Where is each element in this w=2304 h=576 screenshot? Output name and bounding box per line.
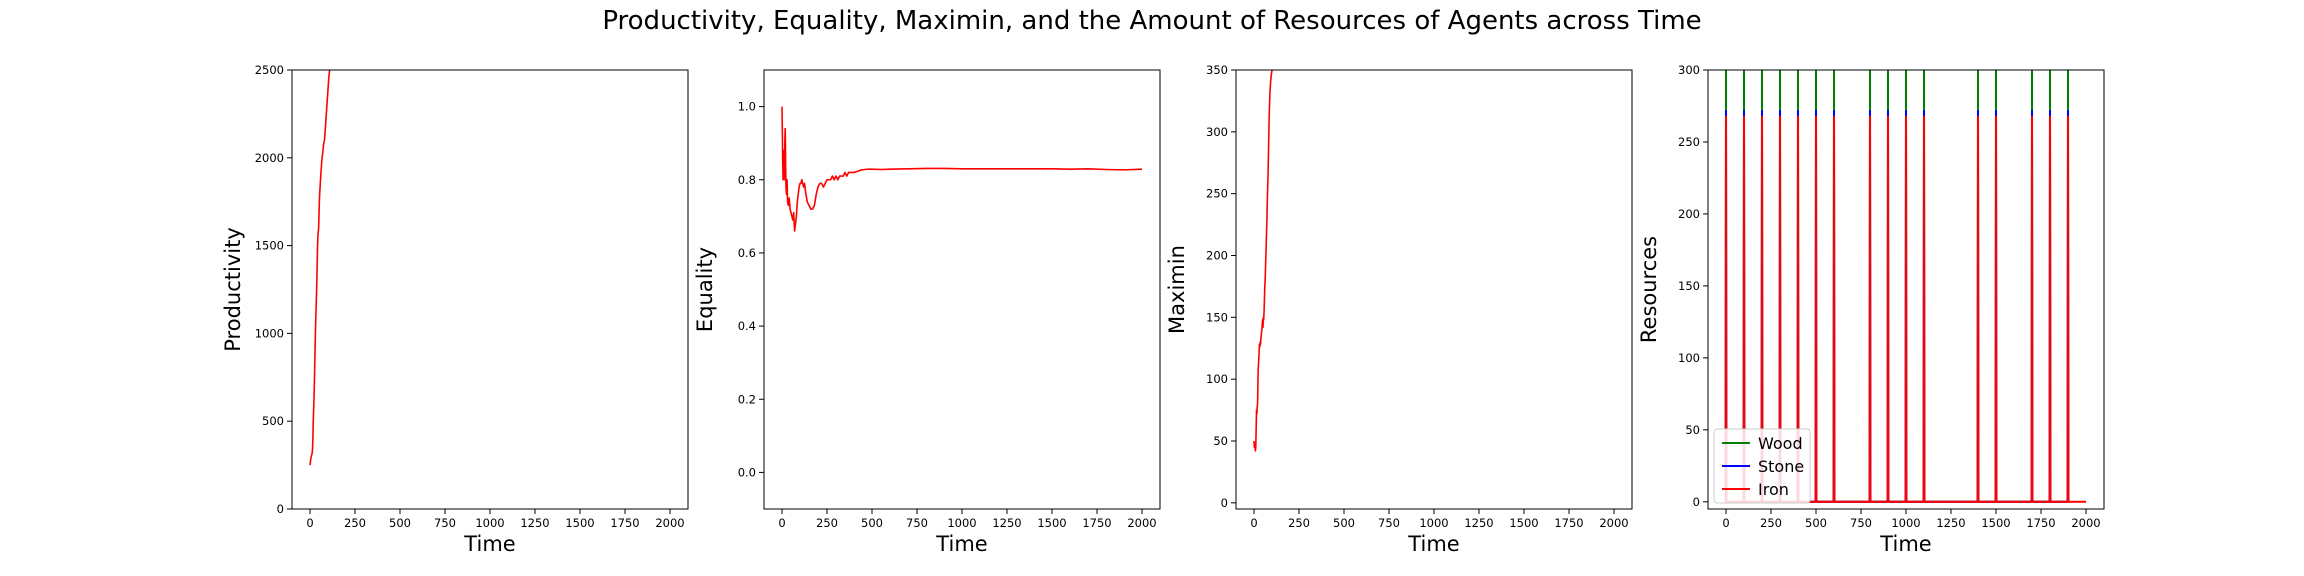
- productivity-y-tick-label: 1500: [255, 239, 284, 253]
- maximin-x-tick-label: 1500: [1509, 516, 1538, 530]
- maximin-x-tick-label: 250: [1288, 516, 1310, 530]
- resources-x-tick-label: 750: [1850, 516, 1872, 530]
- equality-x-tick-label: 0: [778, 516, 785, 530]
- equality-x-tick-label: 2000: [1127, 516, 1156, 530]
- figure-title: Productivity, Equality, Maximin, and the…: [602, 6, 1702, 36]
- productivity-x-tick-label: 250: [344, 516, 366, 530]
- resources-y-tick-label: 300: [1678, 63, 1700, 77]
- equality-y-tick-label: 0.6: [738, 246, 756, 260]
- equality-x-axis-label: Time: [935, 532, 987, 556]
- resources-y-tick-label: 150: [1678, 279, 1700, 293]
- legend-label-wood: Wood: [1758, 434, 1803, 453]
- productivity-x-tick-label: 1500: [565, 516, 594, 530]
- equality-y-tick-label: 1.0: [738, 100, 756, 114]
- resources-x-tick-label: 500: [1805, 516, 1827, 530]
- equality-y-tick-label: 0.4: [738, 319, 756, 333]
- maximin-x-tick-label: 1750: [1554, 516, 1583, 530]
- maximin-x-tick-label: 750: [1378, 516, 1400, 530]
- resources-x-tick-label: 250: [1760, 516, 1782, 530]
- maximin-y-tick-label: 0: [1221, 496, 1228, 510]
- equality-x-tick-label: 1500: [1037, 516, 1066, 530]
- equality-chart: 0 250 500 750 1000 1250 1500 1750 2000 0.0 0.2 0.4 0…: [693, 69, 1161, 556]
- resources-y-tick-label: 200: [1678, 207, 1700, 221]
- maximin-y-tick-label: 250: [1206, 187, 1228, 201]
- resources-y-tick-label: 250: [1678, 135, 1700, 149]
- resources-chart: 0 250 500 750 1000 1250 1500 1750 2000 0 50 100 150 2…: [1637, 63, 2105, 556]
- equality-y-tick-label: 0.2: [738, 392, 756, 406]
- resources-y-tick-label: 100: [1678, 351, 1700, 365]
- maximin-x-tick-label: 2000: [1599, 516, 1628, 530]
- productivity-y-tick-label: 2500: [255, 63, 284, 77]
- maximin-x-axis-label: Time: [1407, 532, 1459, 556]
- legend-label-stone: Stone: [1758, 457, 1804, 476]
- maximin-x-tick-label: 500: [1333, 516, 1355, 530]
- maximin-axes-frame: [1235, 69, 1633, 510]
- equality-x-tick-label: 500: [861, 516, 883, 530]
- productivity-chart: 0 250 500 750 1000 1250 1500 1750 2000 0 500 1000 15…: [221, 63, 689, 556]
- equality-y-tick-label: 0.8: [738, 173, 756, 187]
- maximin-plot-area: [1253, 70, 1273, 452]
- equality-x-tick-label: 750: [906, 516, 928, 530]
- maximin-y-tick-label: 300: [1206, 125, 1228, 139]
- productivity-y-tick-label: 2000: [255, 151, 284, 165]
- productivity-x-tick-label: 2000: [655, 516, 684, 530]
- productivity-x-tick-label: 1750: [610, 516, 639, 530]
- equality-y-tick-label: 0.0: [738, 465, 756, 479]
- productivity-x-tick-label: 1250: [520, 516, 549, 530]
- maximin-x-tick-label: 1000: [1419, 516, 1448, 530]
- maximin-chart: 0 250 500 750 1000 1250 1500 1750 2000 0 50 100 150 2…: [1165, 63, 1633, 556]
- equality-x-tick-label: 250: [816, 516, 838, 530]
- resources-x-axis-label: Time: [1879, 532, 1931, 556]
- productivity-y-axis-label: Productivity: [221, 227, 245, 352]
- legend-label-iron: Iron: [1758, 480, 1789, 499]
- resources-y-axis-label: Resources: [1637, 236, 1661, 343]
- resources-y-tick-label: 50: [1685, 423, 1700, 437]
- productivity-x-tick-label: 1000: [475, 516, 504, 530]
- equality-x-tick-label: 1750: [1082, 516, 1111, 530]
- maximin-y-tick-label: 100: [1206, 372, 1228, 386]
- productivity-x-tick-label: 0: [306, 516, 313, 530]
- productivity-plot-area: [309, 70, 331, 466]
- resources-legend: Wood Stone Iron: [1713, 428, 1811, 504]
- productivity-y-tick-label: 0: [277, 502, 284, 516]
- equality-axes-frame: [763, 69, 1161, 510]
- maximin-y-tick-label: 50: [1213, 434, 1228, 448]
- productivity-y-tick-label: 1000: [255, 326, 284, 340]
- productivity-series-line: [309, 70, 331, 466]
- equality-x-tick-label: 1000: [947, 516, 976, 530]
- maximin-x-tick-label: 1250: [1464, 516, 1493, 530]
- maximin-y-tick-label: 350: [1206, 63, 1228, 77]
- productivity-x-axis-label: Time: [463, 532, 515, 556]
- resources-x-tick-label: 1500: [1981, 516, 2010, 530]
- resources-x-tick-label: 1750: [2026, 516, 2055, 530]
- maximin-series-line: [1253, 70, 1273, 452]
- maximin-y-tick-label: 200: [1206, 248, 1228, 262]
- productivity-axes-frame: [291, 69, 689, 510]
- resources-y-tick-label: 0: [1693, 495, 1700, 509]
- resources-x-tick-label: 0: [1722, 516, 1729, 530]
- legend-box: [1713, 428, 1811, 504]
- resources-x-tick-label: 1000: [1891, 516, 1920, 530]
- productivity-y-tick-label: 500: [262, 414, 284, 428]
- maximin-x-tick-label: 0: [1250, 516, 1257, 530]
- equality-series-line: [781, 106, 1143, 232]
- maximin-y-axis-label: Maximin: [1165, 245, 1189, 334]
- equality-plot-area: [781, 106, 1143, 232]
- maximin-y-tick-label: 150: [1206, 310, 1228, 324]
- resources-x-tick-label: 2000: [2071, 516, 2100, 530]
- resources-x-tick-label: 1250: [1936, 516, 1965, 530]
- equality-y-axis-label: Equality: [693, 247, 717, 332]
- productivity-x-tick-label: 750: [434, 516, 456, 530]
- productivity-x-tick-label: 500: [389, 516, 411, 530]
- equality-x-tick-label: 1250: [992, 516, 1021, 530]
